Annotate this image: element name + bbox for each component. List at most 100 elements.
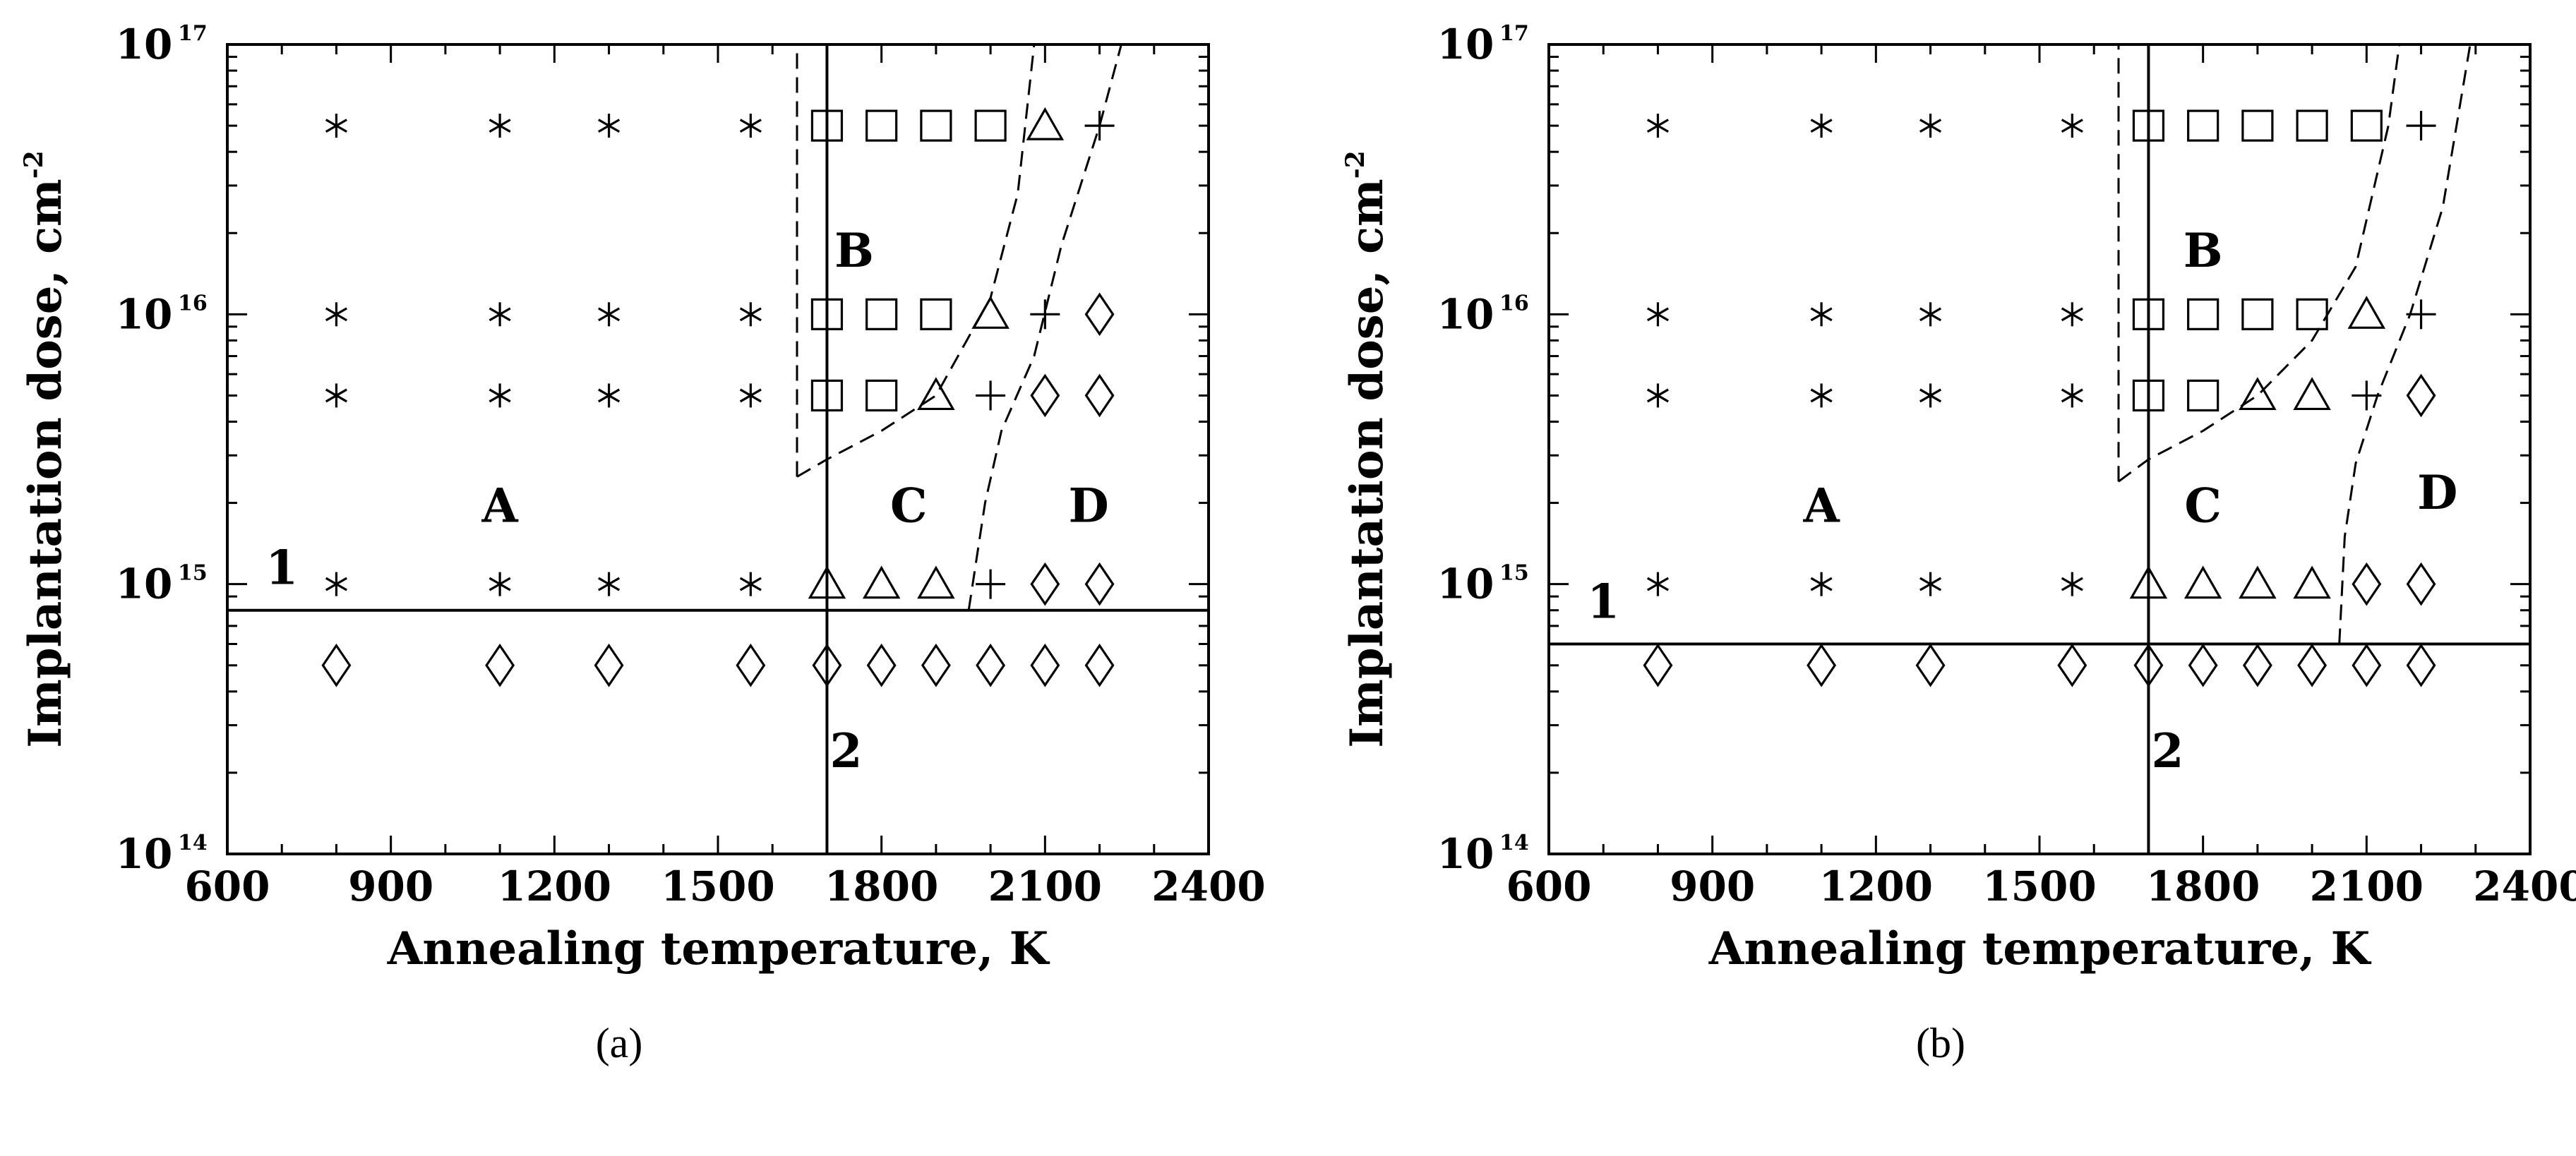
y-tick-label: 10	[116, 560, 173, 608]
plus-marker	[2406, 111, 2436, 141]
diamond-marker	[866, 643, 897, 687]
triangle-marker	[862, 565, 901, 599]
triangle-marker	[808, 565, 846, 599]
triangle-marker	[2293, 377, 2331, 411]
x-tick-label: 1500	[661, 862, 774, 910]
square-marker	[2296, 298, 2328, 330]
panel-b: 600 900 1200 1500 1800 2100 2400 10 14 10 15 10 16 10…	[1322, 0, 2576, 1152]
square-marker	[974, 109, 1007, 142]
x-tick-label: 1800	[825, 862, 938, 910]
panel-a: 600 900 1200 1500 1800 2100 2400 10 14 10 15 10 16 10…	[0, 0, 1288, 1152]
triangle-marker	[2347, 296, 2386, 329]
region-label-B: B	[834, 223, 874, 278]
plus-marker	[976, 380, 1006, 411]
diamond-marker	[2406, 373, 2436, 418]
x-tick-label: 1200	[1819, 862, 1933, 910]
asterisk-marker	[1810, 383, 1833, 408]
asterisk-marker	[598, 383, 621, 408]
triangle-marker	[2293, 565, 2331, 599]
asterisk-marker	[598, 572, 621, 596]
diamond-marker	[812, 643, 842, 687]
asterisk-marker	[1919, 572, 1942, 596]
asterisk-marker	[739, 302, 762, 327]
triangle-marker	[2239, 565, 2277, 599]
x-axis-title: Annealing temperature, K	[387, 922, 1050, 975]
asterisk-marker	[489, 383, 511, 408]
diamond-marker	[1030, 562, 1060, 606]
plus-marker	[2406, 299, 2436, 330]
y-axis-title: Implantation dose, cm-2	[1341, 150, 1394, 748]
x-tick-label: 2100	[988, 862, 1102, 910]
asterisk-marker	[325, 114, 347, 138]
asterisk-marker	[598, 114, 621, 138]
square-marker	[920, 298, 952, 330]
diamond-marker	[2352, 643, 2382, 687]
y-tick-exponent: 17	[1499, 21, 1529, 46]
asterisk-marker	[2061, 383, 2083, 408]
y-tick-exponent: 14	[178, 831, 208, 855]
square-marker	[2132, 109, 2165, 142]
x-axis-title: Annealing temperature, K	[1708, 922, 2372, 975]
triangle-marker	[917, 565, 955, 599]
asterisk-marker	[1810, 114, 1833, 138]
asterisk-marker	[1646, 114, 1669, 138]
asterisk-marker	[1646, 572, 1669, 596]
diamond-marker	[1030, 373, 1060, 418]
square-marker	[2187, 379, 2219, 412]
y-tick-exponent: 17	[178, 21, 208, 46]
asterisk-marker	[739, 572, 762, 596]
y-tick-label: 10	[1437, 830, 1494, 878]
dashed-boundary-2	[2118, 44, 2401, 483]
diamond-marker	[321, 643, 352, 687]
boundary-label-2: 2	[2152, 723, 2184, 778]
y-tick-label: 10	[1437, 560, 1494, 608]
diamond-marker	[1084, 373, 1115, 418]
diamond-marker	[2242, 643, 2272, 687]
asterisk-marker	[2061, 572, 2083, 596]
diamond-marker	[976, 643, 1006, 687]
y-tick-exponent: 16	[178, 291, 208, 315]
x-tick-label: 900	[1670, 862, 1755, 910]
region-label-A: A	[1803, 478, 1840, 534]
y-tick-exponent: 15	[1499, 561, 1529, 586]
boundary-label-1: 1	[1587, 574, 1619, 629]
asterisk-marker	[489, 114, 511, 138]
x-tick-label: 900	[348, 862, 433, 910]
diamond-marker	[1915, 643, 1946, 687]
square-marker	[2132, 379, 2165, 412]
square-marker	[865, 379, 898, 412]
square-marker	[865, 109, 898, 142]
diamond-marker	[2352, 562, 2382, 606]
plus-marker	[1030, 299, 1060, 330]
x-tick-label: 2400	[2473, 862, 2576, 910]
y-tick-label: 10	[1437, 290, 1494, 338]
asterisk-marker	[1919, 114, 1942, 138]
diamond-marker	[1030, 643, 1060, 687]
asterisk-marker	[1646, 302, 1669, 327]
x-tick-label: 2400	[1151, 862, 1265, 910]
diamond-marker	[594, 643, 624, 687]
region-label-C: C	[2184, 478, 2222, 534]
y-tick-label: 10	[1437, 20, 1494, 68]
asterisk-marker	[1810, 302, 1833, 327]
triangle-marker	[2183, 565, 2222, 599]
dashed-boundary-3	[2338, 44, 2472, 644]
asterisk-marker	[1810, 572, 1833, 596]
y-tick-exponent: 14	[1499, 831, 1529, 855]
region-label-B: B	[2183, 223, 2223, 278]
x-tick-label: 600	[184, 862, 270, 910]
x-tick-label: 1500	[1982, 862, 2096, 910]
diamond-marker	[1084, 562, 1115, 606]
asterisk-marker	[325, 302, 347, 327]
asterisk-marker	[598, 302, 621, 327]
x-tick-label: 1200	[498, 862, 611, 910]
asterisk-marker	[2061, 302, 2083, 327]
diamond-marker	[1084, 292, 1115, 337]
square-marker	[920, 109, 952, 142]
diamond-marker	[2297, 643, 2328, 687]
y-tick-exponent: 15	[178, 561, 208, 586]
x-tick-label: 1800	[2146, 862, 2260, 910]
plus-marker	[1084, 111, 1115, 141]
